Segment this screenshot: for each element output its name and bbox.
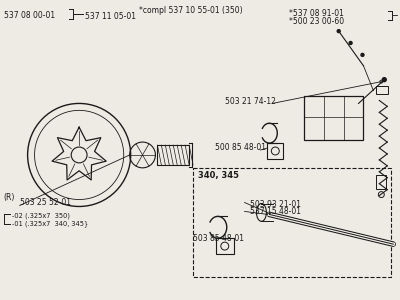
Text: 503 93 21-01: 503 93 21-01 [250, 200, 300, 208]
Text: -01 (.325x7  340, 345}: -01 (.325x7 340, 345} [12, 220, 88, 227]
Bar [376, 85, 388, 94]
Text: 340, 345: 340, 345 [198, 171, 239, 180]
Text: *537 08 91-01: *537 08 91-01 [289, 9, 344, 18]
Text: *500 23 00-60: *500 23 00-60 [289, 17, 344, 26]
Circle shape [349, 41, 352, 44]
Text: 537 08 00-01: 537 08 00-01 [4, 11, 55, 20]
Text: 500 85 48-01: 500 85 48-01 [215, 143, 266, 152]
Bar [376, 175, 386, 189]
Circle shape [382, 78, 386, 82]
Text: -02 (.325x7  350): -02 (.325x7 350) [12, 212, 70, 219]
Bar [193, 168, 391, 277]
Circle shape [361, 53, 364, 56]
Text: 503 25 52-01: 503 25 52-01 [20, 198, 71, 207]
Text: 537 11 05-01: 537 11 05-01 [85, 12, 136, 21]
Circle shape [337, 30, 340, 33]
Bar [304, 95, 364, 140]
Text: 503 21 74-12: 503 21 74-12 [225, 98, 276, 106]
Text: 503 85 48-01: 503 85 48-01 [193, 234, 244, 243]
Text: *compl 537 10 55-01 (350): *compl 537 10 55-01 (350) [138, 6, 242, 15]
Text: (R): (R) [4, 193, 15, 202]
Bar [267, 143, 283, 159]
Bar [157, 145, 189, 165]
Text: 537 15 48-01: 537 15 48-01 [250, 208, 300, 217]
Bar [216, 238, 234, 254]
